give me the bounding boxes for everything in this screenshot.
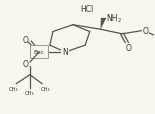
Text: CH₃: CH₃ <box>9 86 19 91</box>
Text: Boc: Boc <box>34 50 44 55</box>
Text: O: O <box>143 26 149 35</box>
Text: O: O <box>126 44 132 53</box>
Text: O: O <box>22 36 28 45</box>
Text: CH₃: CH₃ <box>41 86 51 91</box>
Text: 2: 2 <box>118 18 121 23</box>
Text: N: N <box>62 48 68 57</box>
Text: NH: NH <box>106 14 118 23</box>
Text: HCl: HCl <box>80 5 93 14</box>
Text: O: O <box>22 59 28 68</box>
Text: CH₃: CH₃ <box>25 91 35 96</box>
Polygon shape <box>101 19 106 30</box>
FancyBboxPatch shape <box>30 46 48 59</box>
